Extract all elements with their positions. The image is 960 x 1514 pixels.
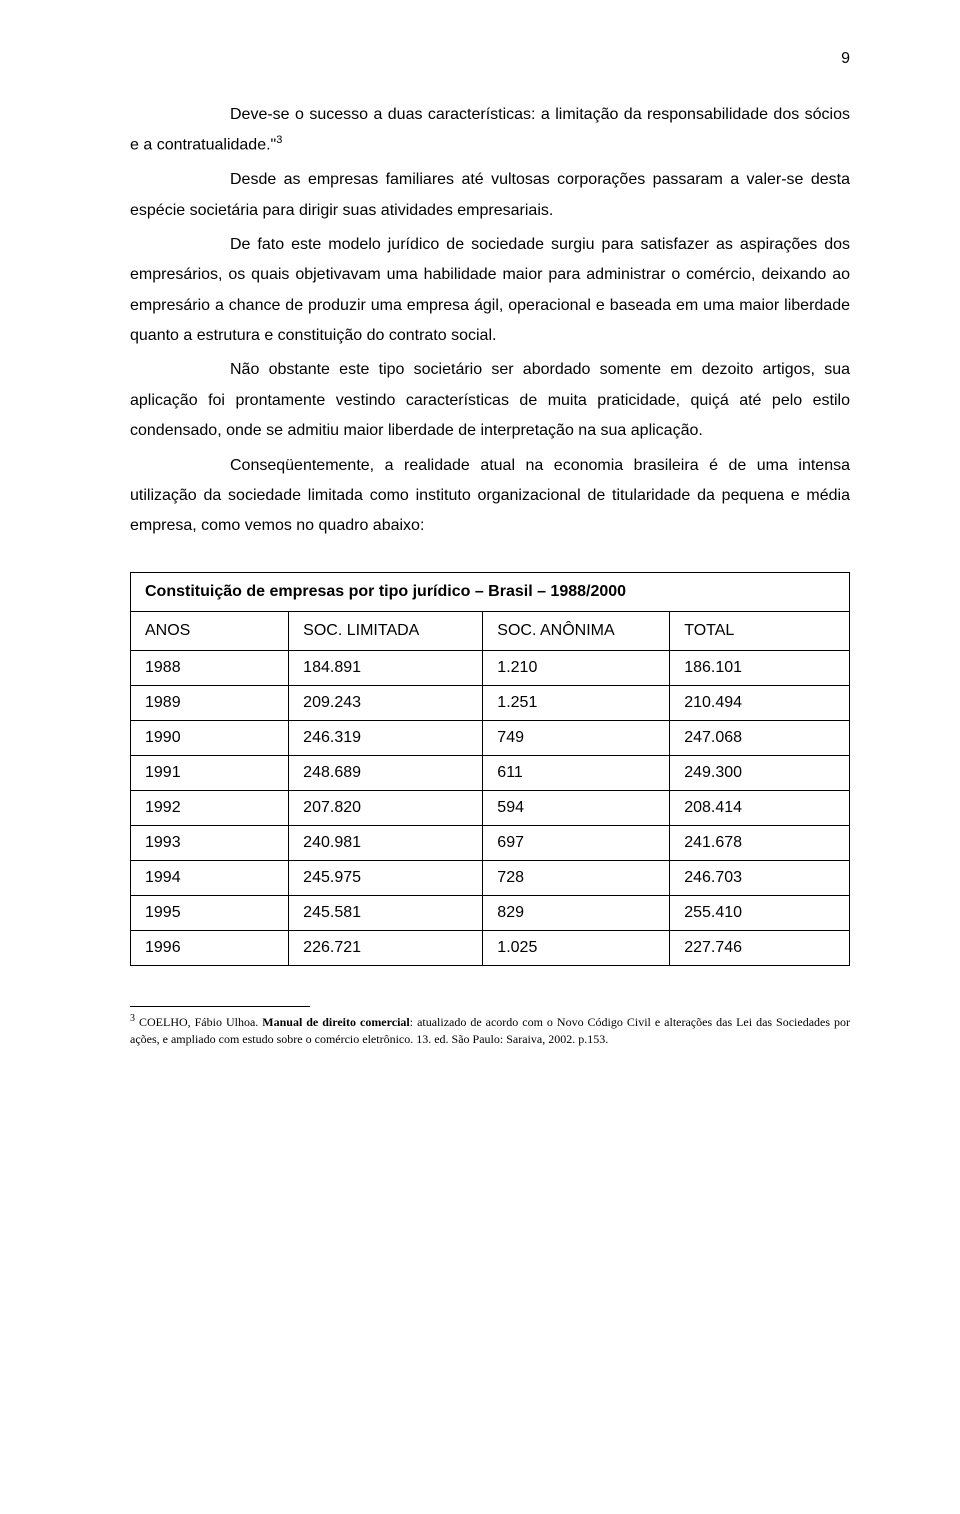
cell-total: 186.101 xyxy=(670,650,850,685)
table-row: 1988 184.891 1.210 186.101 xyxy=(131,650,850,685)
footnote-separator xyxy=(130,1006,310,1007)
cell-anonima: 728 xyxy=(483,860,670,895)
cell-anonima: 749 xyxy=(483,720,670,755)
cell-total: 241.678 xyxy=(670,825,850,860)
cell-total: 208.414 xyxy=(670,790,850,825)
paragraph-2: Desde as empresas familiares até vultosa… xyxy=(130,165,850,226)
table-header-row: ANOS SOC. LIMITADA SOC. ANÔNIMA TOTAL xyxy=(131,611,850,650)
cell-limitada: 209.243 xyxy=(289,685,483,720)
cell-limitada: 245.581 xyxy=(289,895,483,930)
paragraph-1: Deve-se o sucesso a duas características… xyxy=(130,100,850,161)
cell-anonima: 1.025 xyxy=(483,930,670,965)
table-row: 1990 246.319 749 247.068 xyxy=(131,720,850,755)
cell-anonima: 611 xyxy=(483,755,670,790)
cell-limitada: 207.820 xyxy=(289,790,483,825)
header-total: TOTAL xyxy=(670,611,850,650)
table-row: 1994 245.975 728 246.703 xyxy=(131,860,850,895)
cell-year: 1994 xyxy=(131,860,289,895)
header-anos: ANOS xyxy=(131,611,289,650)
main-content: Deve-se o sucesso a duas características… xyxy=(130,100,850,1047)
footnote-number: 3 xyxy=(130,1013,135,1024)
cell-total: 249.300 xyxy=(670,755,850,790)
cell-limitada: 226.721 xyxy=(289,930,483,965)
cell-year: 1989 xyxy=(131,685,289,720)
header-limitada: SOC. LIMITADA xyxy=(289,611,483,650)
cell-limitada: 184.891 xyxy=(289,650,483,685)
data-table: Constituição de empresas por tipo jurídi… xyxy=(130,572,850,966)
table-row: 1996 226.721 1.025 227.746 xyxy=(131,930,850,965)
table-row: 1993 240.981 697 241.678 xyxy=(131,825,850,860)
cell-year: 1992 xyxy=(131,790,289,825)
table-row: 1992 207.820 594 208.414 xyxy=(131,790,850,825)
cell-total: 227.746 xyxy=(670,930,850,965)
cell-year: 1988 xyxy=(131,650,289,685)
page-number: 9 xyxy=(841,50,850,68)
footnote-title: Manual de direito comercial xyxy=(262,1015,409,1029)
table-title-row: Constituição de empresas por tipo jurídi… xyxy=(131,572,850,611)
cell-anonima: 829 xyxy=(483,895,670,930)
cell-total: 255.410 xyxy=(670,895,850,930)
cell-anonima: 594 xyxy=(483,790,670,825)
footnote-author: COELHO, Fábio Ulhoa. xyxy=(139,1015,258,1029)
paragraph-5: Conseqüentemente, a realidade atual na e… xyxy=(130,451,850,542)
sup-3: 3 xyxy=(276,134,282,146)
cell-year: 1996 xyxy=(131,930,289,965)
cell-limitada: 245.975 xyxy=(289,860,483,895)
footnote: 3 COELHO, Fábio Ulhoa. Manual de direito… xyxy=(130,1012,850,1048)
paragraph-1-text: Deve-se o sucesso a duas características… xyxy=(130,106,850,154)
cell-total: 247.068 xyxy=(670,720,850,755)
cell-year: 1990 xyxy=(131,720,289,755)
table-container: Constituição de empresas por tipo jurídi… xyxy=(130,572,850,966)
cell-limitada: 240.981 xyxy=(289,825,483,860)
cell-anonima: 1.210 xyxy=(483,650,670,685)
table-row: 1989 209.243 1.251 210.494 xyxy=(131,685,850,720)
paragraph-4: Não obstante este tipo societário ser ab… xyxy=(130,355,850,446)
cell-year: 1991 xyxy=(131,755,289,790)
table-row: 1995 245.581 829 255.410 xyxy=(131,895,850,930)
cell-year: 1995 xyxy=(131,895,289,930)
cell-year: 1993 xyxy=(131,825,289,860)
cell-anonima: 697 xyxy=(483,825,670,860)
cell-limitada: 248.689 xyxy=(289,755,483,790)
cell-anonima: 1.251 xyxy=(483,685,670,720)
cell-limitada: 246.319 xyxy=(289,720,483,755)
header-anonima: SOC. ANÔNIMA xyxy=(483,611,670,650)
table-title: Constituição de empresas por tipo jurídi… xyxy=(131,572,850,611)
cell-total: 210.494 xyxy=(670,685,850,720)
paragraph-3: De fato este modelo jurídico de sociedad… xyxy=(130,230,850,352)
table-row: 1991 248.689 611 249.300 xyxy=(131,755,850,790)
cell-total: 246.703 xyxy=(670,860,850,895)
